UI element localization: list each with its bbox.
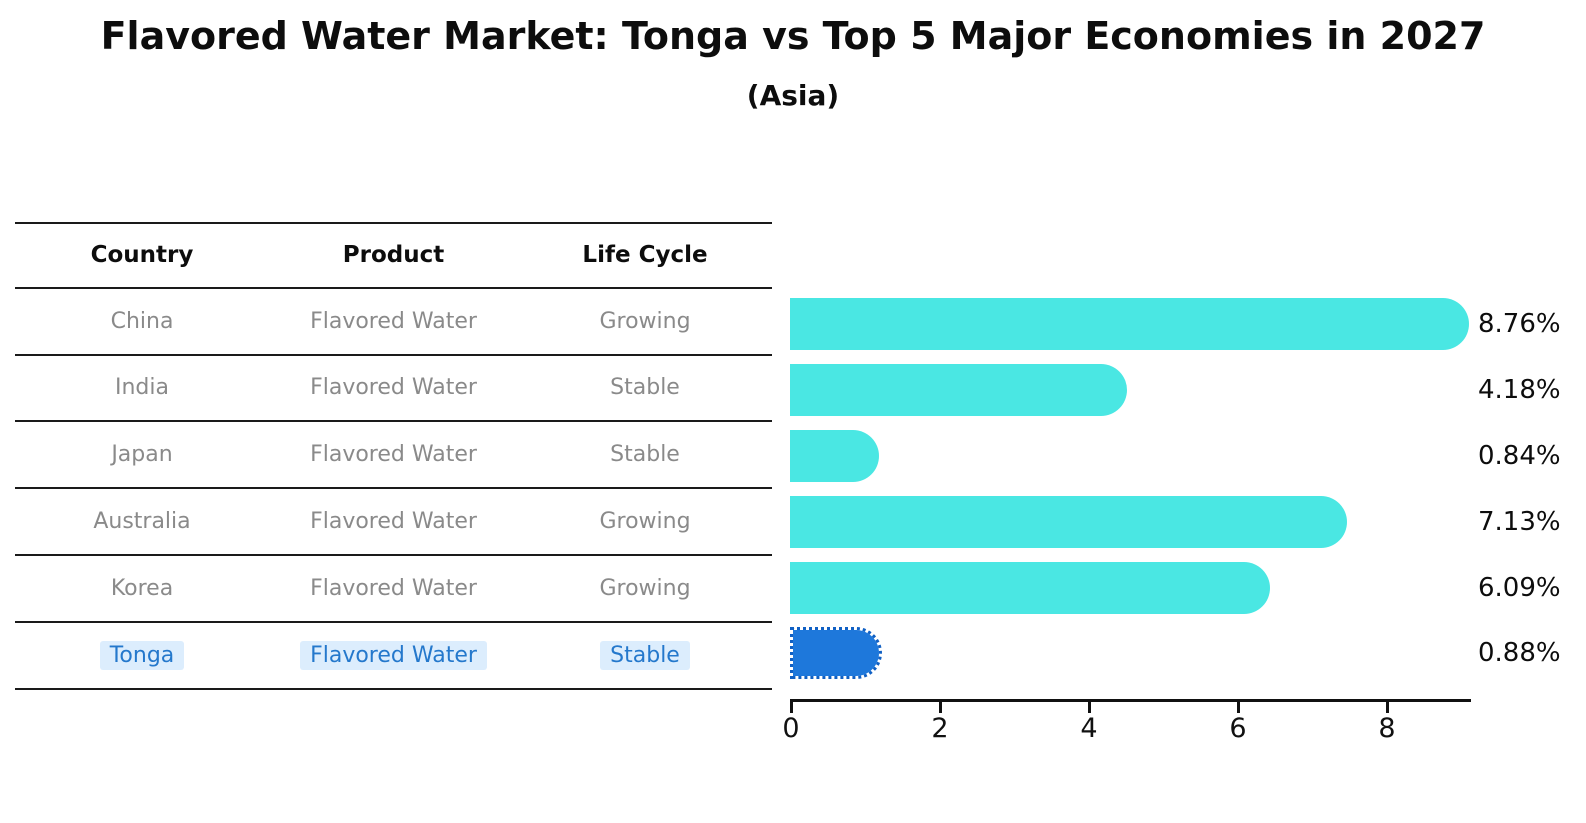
x-axis-tick-label: 2 [931, 713, 949, 744]
cell-product: Flavored Water [310, 375, 477, 401]
bar-korea [790, 562, 1270, 614]
x-axis-tick [1385, 702, 1389, 713]
x-axis-line [790, 699, 1471, 702]
bar-value-label-china: 8.76% [1478, 309, 1561, 339]
bar-value-label-korea: 6.09% [1478, 573, 1561, 603]
bar-japan [790, 430, 879, 482]
cell-product: Flavored Water [310, 509, 477, 535]
cell-country: Australia [93, 509, 191, 535]
cell-country: Tonga [15, 640, 269, 670]
column-header-life-cycle: Life Cycle [582, 242, 708, 269]
chart-subtitle: (Asia) [746, 79, 840, 112]
x-axis-tick [1087, 702, 1091, 713]
cell-product: Flavored Water [310, 308, 477, 334]
cell-country: China [110, 308, 174, 334]
table-row-india: India Flavored Water Stable [15, 356, 772, 423]
cell-country: India [115, 375, 169, 401]
x-axis-tick-label: 4 [1080, 713, 1098, 744]
bar-value-label-tonga: 0.88% [1478, 638, 1561, 668]
cell-product: Flavored Water [269, 640, 518, 670]
cell-life-cycle: Growing [599, 308, 691, 334]
table-row-japan: Japan Flavored Water Stable [15, 422, 772, 490]
column-header-product: Product [342, 242, 445, 269]
x-axis-tick [1236, 702, 1240, 713]
x-axis-tick-label: 8 [1378, 713, 1396, 744]
cell-country: Korea [110, 575, 174, 601]
table-header-row: Country Product Life Cycle [15, 222, 772, 289]
bar-china [790, 298, 1469, 350]
x-axis-tick-label: 6 [1229, 713, 1247, 744]
bar-value-label-india: 4.18% [1478, 375, 1561, 405]
x-axis-tick [938, 702, 942, 713]
cell-life-cycle: Stable [518, 640, 772, 670]
cell-life-cycle: Stable [610, 442, 680, 468]
column-header-country: Country [90, 242, 194, 269]
cell-life-cycle: Growing [599, 509, 691, 535]
table-row-china: China Flavored Water Growing [15, 289, 772, 356]
table-row-korea: Korea Flavored Water Growing [15, 556, 772, 623]
cell-country: Japan [111, 442, 173, 468]
bar-value-label-australia: 7.13% [1478, 507, 1561, 537]
cell-life-cycle: Stable [610, 375, 680, 401]
x-axis-tick [789, 702, 793, 713]
cell-product: Flavored Water [310, 575, 477, 601]
table-row-tonga-highlighted: Tonga Flavored Water Stable [15, 623, 772, 690]
bar-india [790, 364, 1128, 416]
table-row-australia: Australia Flavored Water Growing [15, 489, 772, 556]
cell-life-cycle: Growing [599, 575, 691, 601]
comparison-table: Country Product Life Cycle China Flavore… [15, 222, 772, 690]
bar-value-label-japan: 0.84% [1478, 441, 1561, 471]
bar-australia [790, 496, 1348, 548]
cell-product: Flavored Water [310, 442, 477, 468]
chart-title: Flavored Water Market: Tonga vs Top 5 Ma… [100, 14, 1486, 58]
bar-tonga-highlighted [790, 627, 882, 679]
x-axis-tick-label: 0 [782, 713, 800, 744]
